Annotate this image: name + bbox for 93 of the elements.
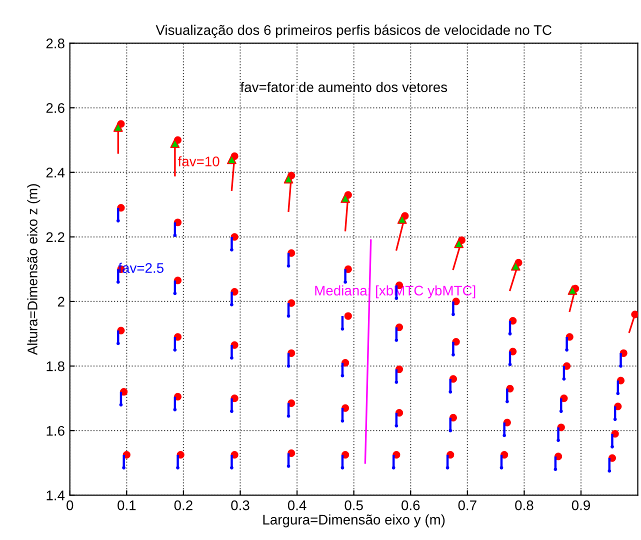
y-axis-title: Altura=Dimensão eixo z (m) <box>27 184 40 356</box>
point <box>342 451 350 459</box>
point <box>173 408 177 412</box>
point <box>116 280 120 284</box>
x-tick-label: 0.6 <box>402 500 420 510</box>
x-tick-label: 0.2 <box>174 500 192 510</box>
point <box>397 214 407 224</box>
point <box>344 312 352 320</box>
point <box>554 468 558 472</box>
point <box>610 445 614 448</box>
point <box>122 451 130 459</box>
point <box>119 403 123 406</box>
point <box>560 394 568 402</box>
x-tick-label: 0.7 <box>458 500 476 510</box>
point <box>395 323 404 332</box>
point <box>614 402 622 410</box>
x-tick-label: 0.9 <box>572 500 590 510</box>
y-tick-label: 1.6 <box>46 426 64 436</box>
point <box>230 466 234 470</box>
y-tick-label: 2.2 <box>46 232 64 242</box>
point <box>116 342 120 346</box>
x-tick-label: 0.3 <box>231 500 250 510</box>
point <box>340 374 344 378</box>
point <box>395 409 404 417</box>
point <box>340 466 344 470</box>
point <box>230 356 234 360</box>
point <box>173 292 177 296</box>
point <box>340 193 350 203</box>
point <box>500 466 504 470</box>
point <box>116 219 120 222</box>
x-tick-label: 0 <box>66 500 74 510</box>
point <box>394 424 398 428</box>
point <box>394 380 398 384</box>
x-tick-label: 0.8 <box>515 500 534 510</box>
y-tick-label: 2.6 <box>46 103 64 113</box>
point <box>510 261 520 271</box>
point <box>565 348 569 352</box>
y-tick-label: 1.4 <box>46 490 65 500</box>
y-tick-label: 1.8 <box>46 361 64 372</box>
point <box>173 234 177 237</box>
point <box>446 466 450 470</box>
chart-title: Visualização dos 6 primeiros perfis básicos de velocidade no TC <box>156 24 552 38</box>
x-axis-title: Largura=Dimensão eixo y (m) <box>263 514 445 528</box>
point <box>448 428 452 432</box>
point <box>122 466 126 470</box>
point <box>502 434 506 438</box>
point <box>342 359 350 367</box>
point <box>608 469 612 473</box>
point <box>340 419 344 423</box>
point <box>286 464 290 468</box>
annotation: fav=fator de aumento dos vetores <box>240 82 448 92</box>
point <box>120 388 128 396</box>
point <box>446 451 454 459</box>
x-tick-label: 0.5 <box>344 500 363 510</box>
point <box>613 418 617 422</box>
point <box>554 452 562 460</box>
point <box>284 174 294 184</box>
y-tick-label: 2 <box>58 296 64 307</box>
x-tick-label: 0.4 <box>288 500 306 510</box>
x-tick-label: 0.1 <box>118 500 136 510</box>
point <box>619 364 622 368</box>
point <box>452 353 455 356</box>
point <box>509 317 517 325</box>
point <box>392 451 400 459</box>
point <box>395 365 404 374</box>
point <box>230 303 234 306</box>
point <box>631 310 638 318</box>
point <box>176 466 180 470</box>
y-tick-label: 2.8 <box>46 38 64 48</box>
point <box>556 438 560 442</box>
point <box>288 349 296 357</box>
point <box>559 410 563 413</box>
point <box>174 392 182 401</box>
point <box>173 348 177 352</box>
point <box>344 280 348 284</box>
point <box>568 285 578 295</box>
point <box>227 154 236 164</box>
y-tick-label: 2.4 <box>46 168 65 178</box>
point <box>230 248 234 252</box>
point <box>452 312 455 316</box>
point <box>113 122 123 132</box>
point <box>394 338 398 342</box>
point <box>392 466 396 470</box>
point <box>500 451 508 459</box>
point <box>174 218 182 226</box>
point <box>230 410 234 413</box>
point <box>448 390 452 394</box>
point <box>454 238 464 248</box>
annotation: fav=10 <box>178 156 220 166</box>
point <box>508 332 512 336</box>
point <box>340 327 344 331</box>
point <box>505 400 509 404</box>
point <box>170 138 180 148</box>
